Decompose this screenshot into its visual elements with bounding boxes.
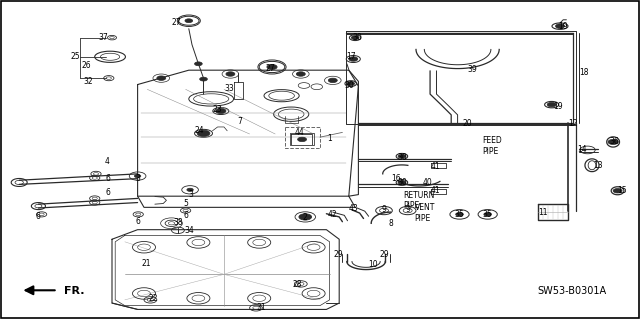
Text: 27: 27 xyxy=(171,19,181,27)
Text: 30: 30 xyxy=(352,33,362,42)
Text: 37: 37 xyxy=(99,33,109,42)
Text: 9: 9 xyxy=(381,205,387,214)
Text: 19: 19 xyxy=(553,102,563,111)
Text: 6: 6 xyxy=(135,217,140,226)
Text: 34: 34 xyxy=(184,226,194,235)
Text: 30: 30 xyxy=(344,81,354,90)
Text: 32: 32 xyxy=(83,77,93,86)
Text: 33: 33 xyxy=(224,84,234,93)
Text: FR.: FR. xyxy=(64,286,84,296)
Circle shape xyxy=(200,77,207,81)
Text: 40: 40 xyxy=(422,178,433,187)
Text: 18: 18 xyxy=(579,68,588,77)
Circle shape xyxy=(398,154,406,158)
Text: 6: 6 xyxy=(183,211,188,220)
Circle shape xyxy=(608,139,618,145)
Text: 4: 4 xyxy=(105,157,110,166)
Text: 43: 43 xyxy=(348,204,358,213)
Circle shape xyxy=(216,108,226,114)
Text: 31: 31 xyxy=(256,303,266,312)
Text: 17: 17 xyxy=(346,52,356,61)
Text: 19: 19 xyxy=(558,22,568,31)
Circle shape xyxy=(296,72,305,76)
Circle shape xyxy=(484,212,492,216)
Circle shape xyxy=(185,19,193,23)
Circle shape xyxy=(195,62,202,66)
Circle shape xyxy=(328,78,337,83)
FancyArrowPatch shape xyxy=(26,286,55,294)
Text: 14: 14 xyxy=(577,145,588,154)
Text: 24: 24 xyxy=(195,126,205,135)
Text: 3: 3 xyxy=(188,190,193,199)
Text: 21: 21 xyxy=(141,259,150,268)
Text: 35: 35 xyxy=(454,210,465,219)
Text: FEED
PIPE: FEED PIPE xyxy=(483,137,502,156)
Text: 6: 6 xyxy=(36,212,41,221)
Text: 5: 5 xyxy=(183,199,188,208)
Text: 44: 44 xyxy=(294,128,305,137)
Circle shape xyxy=(298,137,307,142)
Text: 11: 11 xyxy=(538,208,547,217)
Text: 30: 30 xyxy=(397,153,407,162)
Text: 6: 6 xyxy=(105,189,110,197)
Text: 16: 16 xyxy=(390,174,401,182)
Text: 9: 9 xyxy=(406,205,411,214)
Circle shape xyxy=(299,214,312,220)
Text: 7: 7 xyxy=(237,117,243,126)
Circle shape xyxy=(398,181,406,184)
Circle shape xyxy=(226,72,235,76)
Text: 2: 2 xyxy=(302,213,307,222)
Circle shape xyxy=(187,188,193,191)
Text: 12: 12 xyxy=(568,119,577,128)
Text: 29: 29 xyxy=(379,250,389,259)
Text: 38: 38 xyxy=(173,218,183,227)
Text: 42: 42 xyxy=(328,210,338,219)
Text: SW53-B0301A: SW53-B0301A xyxy=(538,286,607,296)
Circle shape xyxy=(613,189,622,193)
Circle shape xyxy=(267,64,277,70)
Text: 1: 1 xyxy=(327,134,332,143)
Text: 23: 23 xyxy=(212,105,223,114)
Circle shape xyxy=(547,102,556,107)
Text: RETURN
PIPE: RETURN PIPE xyxy=(403,191,435,210)
Circle shape xyxy=(197,130,210,137)
Text: 3: 3 xyxy=(135,174,140,182)
Text: 22: 22 xyxy=(149,294,158,303)
Circle shape xyxy=(349,57,358,61)
Circle shape xyxy=(351,36,359,40)
Text: 41: 41 xyxy=(430,186,440,195)
Circle shape xyxy=(347,82,355,85)
Text: 10: 10 xyxy=(368,260,378,269)
Text: 29: 29 xyxy=(333,250,343,259)
Text: 27: 27 xyxy=(265,64,275,73)
Text: 36: 36 xyxy=(609,137,620,146)
Text: 8: 8 xyxy=(388,219,393,228)
Text: 13: 13 xyxy=(593,161,604,170)
Text: 15: 15 xyxy=(617,186,627,195)
Text: 41: 41 xyxy=(430,162,440,171)
Text: 35: 35 xyxy=(483,210,493,219)
Circle shape xyxy=(157,76,166,80)
Text: 28: 28 xyxy=(293,280,302,289)
Text: 39: 39 xyxy=(467,65,477,74)
Text: 30: 30 xyxy=(397,178,407,187)
Text: 6: 6 xyxy=(105,174,110,183)
Circle shape xyxy=(134,174,141,178)
Circle shape xyxy=(456,212,463,216)
Text: 20: 20 xyxy=(462,119,472,128)
Circle shape xyxy=(556,24,564,28)
Text: 26: 26 xyxy=(81,61,92,70)
Text: VENT
PIPE: VENT PIPE xyxy=(415,204,435,223)
Text: 25: 25 xyxy=(70,52,81,61)
